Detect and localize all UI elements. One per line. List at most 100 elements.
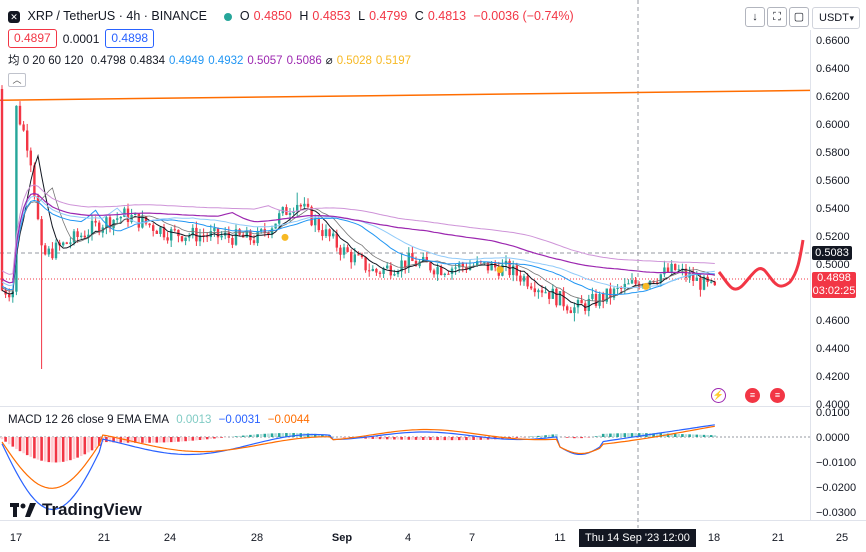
candle-body	[699, 277, 702, 290]
flash-event-icon[interactable]: ⚡	[711, 388, 726, 403]
candle-body	[134, 213, 137, 215]
candle-body	[494, 263, 497, 268]
candle-body	[227, 232, 230, 238]
macd-histogram-bar	[468, 437, 472, 441]
macd-histogram-bar	[220, 437, 223, 438]
candle-body	[123, 208, 126, 217]
macd-histogram-bar	[425, 437, 429, 440]
macd-histogram-bar	[324, 434, 328, 437]
macd-histogram-bar	[249, 434, 252, 437]
candle-body	[677, 269, 680, 271]
sell-button[interactable]: 0.4897	[8, 29, 57, 48]
macd-histogram-bar	[33, 437, 36, 459]
macd-histogram-bar	[519, 437, 522, 438]
macd-histogram-bar	[213, 437, 216, 439]
candle-body	[296, 204, 299, 212]
candle-body	[303, 203, 306, 207]
us-flag-icon[interactable]: ≡	[745, 388, 760, 403]
currency-select[interactable]: USDT ▾	[812, 7, 860, 29]
candle-body	[69, 242, 72, 244]
time-tick-label: 24	[164, 532, 176, 544]
candle-body	[62, 242, 65, 246]
macd-histogram-bar	[241, 435, 245, 437]
candle-body	[22, 124, 25, 131]
candle-body	[566, 306, 569, 311]
candle-body	[713, 281, 716, 286]
ma-legend[interactable]: 均 0 20 60 120 0.4798 0.4834 0.4949 0.4932 0.…	[8, 52, 419, 68]
macd-histogram-bar	[371, 437, 375, 439]
candle-body	[209, 231, 212, 238]
current-price: 0.4898	[817, 272, 851, 284]
macd-tick-label: −0.0100	[816, 457, 856, 469]
fullscreen-icon[interactable]: ▢	[789, 7, 809, 27]
candle-body	[47, 248, 50, 255]
candle-body	[288, 213, 292, 215]
macd-histogram-bar	[702, 434, 706, 437]
bar-countdown: 03:02:25	[812, 285, 856, 297]
macd-histogram-bar	[609, 433, 612, 437]
candle-body	[29, 150, 32, 166]
macd-histogram-bar	[256, 434, 259, 437]
macd-histogram-bar	[544, 435, 547, 437]
candle-body	[450, 268, 454, 274]
candle-body	[206, 236, 209, 238]
symbol-title[interactable]: XRP / TetherUS · 4h · BINANCE	[27, 9, 207, 23]
close-value: 0.4813	[427, 9, 467, 23]
time-tick-label: 18	[708, 532, 720, 544]
crosshair-time-label: Thu 14 Sep '23 12:00	[579, 529, 696, 547]
us-flag-icon[interactable]: ≡	[770, 388, 785, 403]
download-icon[interactable]: ↓	[745, 7, 765, 27]
macd-histogram-bar	[580, 437, 583, 439]
candle-body	[404, 260, 407, 268]
ma-value: 0.5028	[336, 55, 372, 67]
macd-histogram-bar	[627, 433, 630, 437]
ma20-line	[1, 153, 716, 308]
macd-histogram-bar	[270, 433, 274, 437]
price-tick-label: 0.5400	[816, 203, 850, 215]
macd-histogram-bar	[623, 433, 627, 437]
candle-body	[710, 281, 713, 283]
macd-histogram-bar	[18, 437, 22, 452]
buy-button[interactable]: 0.4898	[105, 29, 155, 48]
candle-body	[522, 276, 526, 282]
candle-body	[483, 262, 486, 264]
tradingview-logo[interactable]: TradingView	[10, 500, 142, 520]
candle-body	[335, 233, 338, 248]
macd-histogram-bar	[285, 432, 288, 437]
macd-histogram-bar	[565, 437, 569, 438]
macd-histogram-bar	[187, 437, 191, 441]
macd-histogram-bar	[263, 433, 267, 437]
macd-histogram-bar	[321, 434, 324, 437]
macd-histogram-bar	[475, 437, 479, 440]
collapse-legend[interactable]: ︿	[8, 72, 26, 87]
ma-value: 0.4949	[169, 55, 205, 67]
symbol-header: ✕ XRP / TetherUS · 4h · BINANCE O 0.4850 …	[8, 8, 578, 24]
candle-body	[519, 275, 522, 282]
candle-body	[666, 267, 670, 272]
candle-body	[702, 276, 706, 290]
candle-body	[562, 291, 565, 307]
macd-histogram-bar	[54, 437, 58, 463]
time-tick-label: 11	[554, 532, 565, 544]
candle-body	[180, 236, 184, 242]
macd-histogram-bar	[162, 437, 166, 443]
candle-body	[202, 235, 205, 237]
candle-body	[267, 232, 270, 235]
macd-histogram-bar	[497, 437, 501, 440]
macd-histogram-bar	[385, 437, 389, 440]
candle-body	[80, 235, 83, 237]
camera-icon[interactable]: ⛶	[767, 7, 787, 27]
chevron-up-icon[interactable]: ︿	[8, 73, 26, 87]
candle-body	[454, 267, 457, 269]
macd-histogram-bar	[238, 435, 241, 437]
candle-body	[90, 220, 94, 235]
macd-tick-label: −0.0300	[816, 507, 856, 519]
candle-body	[440, 267, 443, 275]
macd-legend[interactable]: MACD 12 26 close 9 EMA EMA 0.0013 −0.003…	[8, 414, 314, 426]
tradingview-mark-icon	[10, 503, 36, 517]
macd-histogram-bar	[389, 437, 393, 440]
price-tick-label: 0.4400	[816, 343, 850, 355]
macd-histogram-bar	[583, 437, 587, 438]
candle-body	[155, 230, 158, 234]
